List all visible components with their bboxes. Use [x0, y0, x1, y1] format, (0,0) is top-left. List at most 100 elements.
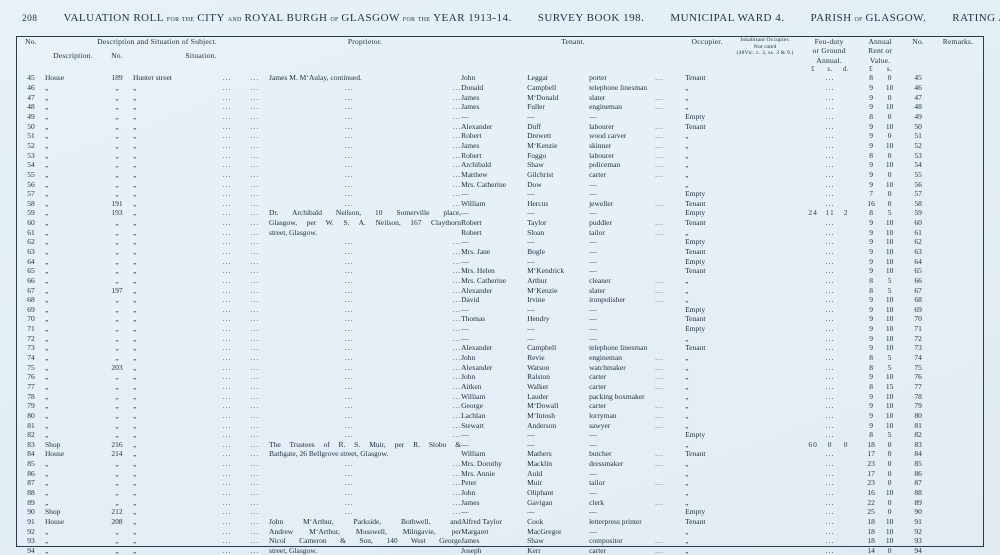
- cell-tenant-dots: [655, 343, 685, 353]
- cell-situation-dots-1: ...: [222, 304, 232, 314]
- feu-duty-part-pence: [838, 507, 854, 517]
- cell-remarks: [933, 170, 983, 180]
- cell-feu-duty: ...: [801, 247, 857, 257]
- cell-tenant-dots: ...: [655, 545, 664, 555]
- cell-annual-rent: 9 10: [857, 83, 903, 93]
- feu-duty-part-pence: [838, 488, 854, 498]
- cell-occupier: „: [685, 102, 689, 112]
- cell-situation-dots-2: ...: [250, 256, 260, 266]
- cell-tenant-dots: ...: [655, 92, 664, 102]
- cell-tenant-occupation: tailor: [589, 478, 605, 488]
- cell-tenant-occupation: carter: [589, 381, 607, 391]
- cell-situation: „: [133, 381, 137, 391]
- units-spacer-no: [17, 65, 45, 73]
- cell-situation: „: [133, 324, 137, 334]
- cell-remarks: [933, 295, 983, 305]
- cell-situation-dots-1: ...: [222, 208, 232, 218]
- cell-occupier: „: [685, 83, 689, 93]
- cell-tenant-forename: —: [461, 256, 469, 266]
- cell-no-2: 81: [914, 420, 922, 430]
- feu-duty-part-pence: [838, 401, 854, 411]
- cell-no-2: 46: [914, 83, 922, 93]
- feu-duty-part-pounds: [804, 170, 822, 180]
- feu-duty-part-shillings: 11: [825, 208, 835, 218]
- cell-description: „: [45, 314, 49, 324]
- cell-tenant-surname: M‘Kendrick: [527, 266, 565, 276]
- feu-duty-part-pence: [838, 180, 854, 190]
- feu-duty-part-pounds: [804, 507, 822, 517]
- cell-no: 67: [27, 285, 35, 295]
- cell-remarks: [933, 363, 983, 373]
- cell-proprietor: street, Glasgow.: [269, 546, 461, 555]
- table-row: 54 „ „ „............ Archibald Shaw policeman.…: [17, 160, 983, 170]
- cell-proprietor-dots: ...: [452, 333, 462, 343]
- cell-description: „: [45, 468, 49, 478]
- col-header-occupier: Occupier.: [691, 37, 723, 46]
- cell-description: „: [45, 208, 49, 218]
- cell-situation: „: [133, 507, 137, 517]
- feu-duty-part-shillings: ...: [825, 121, 835, 131]
- col-header-remarks: Remarks.: [942, 37, 974, 46]
- cell-situation: „: [133, 353, 137, 363]
- cell-inhabitant-occupier: [729, 421, 801, 431]
- cell-tenant-surname: M‘Kenzie: [527, 285, 558, 295]
- parish-of: of: [854, 14, 863, 23]
- cell-inhabitant-occupier: [729, 363, 801, 373]
- cell-remarks: [933, 73, 983, 83]
- annual-rent-part-shillings: 10: [885, 246, 894, 256]
- cell-tenant-dots: ...: [655, 401, 664, 411]
- annual-rent-part-pounds: 9: [869, 227, 873, 237]
- annual-rent-part-shillings: 10: [885, 333, 894, 343]
- cell-no-2: 94: [914, 545, 922, 555]
- cell-tenant-forename: James: [461, 497, 480, 507]
- cell-situation: „: [133, 198, 137, 208]
- cell-inhabitant-occupier: [729, 247, 801, 257]
- feu-duty-part-shillings: ...: [825, 266, 835, 276]
- feu-duty-part-pence: [838, 449, 854, 459]
- feu-duty-part-pence: [838, 382, 854, 392]
- annual-rent-part-shillings: 0: [887, 478, 892, 488]
- cell-situation-dots-1: ...: [222, 324, 232, 334]
- annual-rent-part-shillings: 10: [885, 256, 894, 266]
- proprietor-text: street, Glasgow.: [269, 545, 318, 555]
- feu-duty-part-shillings: ...: [825, 410, 835, 420]
- cell-situation: „: [133, 536, 137, 546]
- feu-duty-part-pence: [838, 199, 854, 209]
- cell-annual-rent: 9 10: [857, 324, 903, 334]
- cell-tenant-dots: [655, 180, 685, 190]
- cell-description-no: „: [115, 314, 119, 324]
- cell-no: 81: [27, 420, 35, 430]
- cell-remarks: [933, 151, 983, 161]
- cell-tenant-occupation: —: [589, 179, 597, 189]
- cell-remarks: [933, 334, 983, 344]
- annual-rent-part-pounds: 18: [867, 516, 875, 526]
- cell-tenant-dots: [655, 440, 685, 450]
- cell-situation: „: [133, 401, 137, 411]
- cell-inhabitant-occupier: [729, 324, 801, 334]
- cell-tenant-surname: —: [527, 189, 535, 199]
- cell-proprietor-dots: ...: [452, 102, 462, 112]
- annual-rent-part-shillings: 10: [885, 324, 894, 334]
- cell-description: „: [45, 372, 49, 382]
- roll-title-royal-burgh: ROYAL BURGH: [244, 12, 328, 24]
- cell-tenant-occupation: telephone linesman: [589, 343, 648, 353]
- units-spacer-tenant: [461, 65, 685, 73]
- cell-no-2: 76: [914, 372, 922, 382]
- feu-duty-part-pounds: [804, 305, 822, 315]
- cell-proprietor-dots: ...: [452, 410, 462, 420]
- annual-rent-part-pounds: 8: [869, 208, 873, 218]
- cell-occupier: Tenant: [685, 266, 706, 276]
- cell-tenant-dots: [655, 469, 685, 479]
- cell-situation-dots-1: ...: [222, 439, 232, 449]
- cell-situation-dots-2: ...: [250, 112, 260, 122]
- cell-remarks: [933, 247, 983, 257]
- cell-feu-duty: ...: [801, 305, 857, 315]
- cell-feu-duty: ...: [801, 324, 857, 334]
- cell-tenant-occupation: labourer: [589, 150, 615, 160]
- table-row: 77 „ „ „............ Aitken Walker carter... „.…: [17, 382, 983, 392]
- cell-situation: „: [133, 439, 137, 449]
- annual-rent-part-shillings: 0: [887, 198, 892, 208]
